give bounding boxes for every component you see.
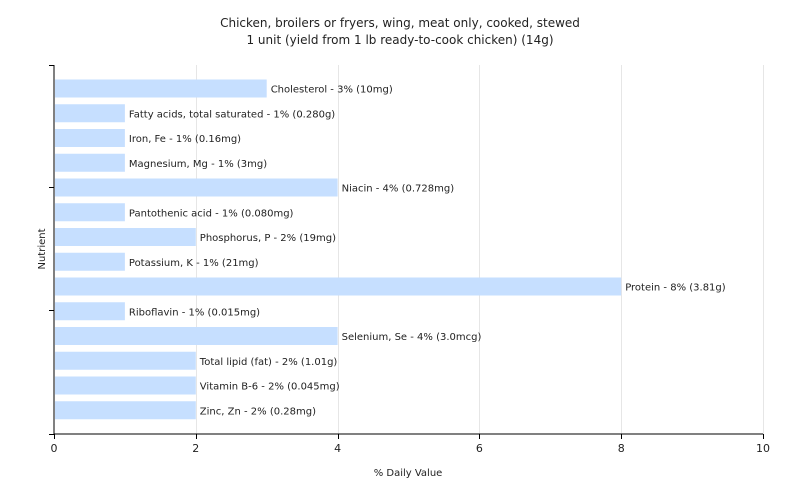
grid-lines	[196, 65, 764, 434]
chart-title: Chicken, broilers or fryers, wing, meat …	[220, 16, 580, 30]
x-axis-title: % Daily Value	[374, 468, 443, 479]
x-tick-label: 2	[192, 442, 199, 455]
bar-data-label: Zinc, Zn - 2% (0.28mg)	[200, 406, 316, 417]
x-tick-label: 8	[618, 442, 625, 455]
bar-zinc-zn	[55, 401, 196, 420]
y-axis-title: Nutrient	[37, 228, 48, 269]
bar-vitamin-b-6	[55, 376, 196, 395]
bar-data-label: Magnesium, Mg - 1% (3mg)	[129, 159, 267, 170]
x-tick-label: 4	[334, 442, 341, 455]
bar-total-lipid-fat	[55, 351, 196, 370]
bar-data-label: Phosphorus, P - 2% (19mg)	[200, 233, 336, 244]
bar-selenium-se	[55, 327, 338, 345]
x-ticks: 0 2 4 6 8 10	[49, 65, 770, 455]
bar-data-label: Iron, Fe - 1% (0.16mg)	[129, 134, 241, 145]
bar-data-label: Pantothenic acid - 1% (0.080mg)	[129, 208, 294, 219]
bar-cholesterol	[55, 79, 267, 98]
bar-data-label: Fatty acids, total saturated - 1% (0.280…	[129, 109, 335, 120]
bar-riboflavin	[55, 302, 125, 321]
bar-data-label: Vitamin B-6 - 2% (0.045mg)	[200, 382, 340, 393]
bar-data-label: Selenium, Se - 4% (3.0mcg)	[342, 332, 482, 343]
x-tick-label: 10	[756, 442, 770, 455]
x-tick-label: 0	[51, 442, 58, 455]
bar-data-label: Potassium, K - 1% (21mg)	[129, 258, 259, 269]
bar-phosphorus-p	[55, 228, 196, 246]
bar-data-label: Protein - 8% (3.81g)	[625, 283, 726, 294]
bar-iron-fe	[55, 129, 125, 147]
chart-subtitle: 1 unit (yield from 1 lb ready-to-cook ch…	[246, 33, 554, 47]
bar-magnesium-mg	[55, 153, 125, 172]
bar-data-label: Riboflavin - 1% (0.015mg)	[129, 307, 260, 318]
axes	[53, 65, 763, 435]
bar-data-label: Niacin - 4% (0.728mg)	[342, 184, 455, 195]
bar-fatty-acids-total-saturated	[55, 104, 125, 123]
bar-potassium-k	[55, 252, 125, 271]
bar-pantothenic-acid	[55, 203, 125, 222]
bar-protein	[55, 277, 622, 296]
bar-niacin	[55, 178, 338, 197]
bars: Cholesterol - 3% (10mg) Fatty acids, tota…	[55, 79, 726, 420]
bar-data-label: Cholesterol - 3% (10mg)	[271, 85, 393, 96]
x-tick-label: 6	[476, 442, 483, 455]
bar-data-label: Total lipid (fat) - 2% (1.01g)	[199, 357, 338, 368]
